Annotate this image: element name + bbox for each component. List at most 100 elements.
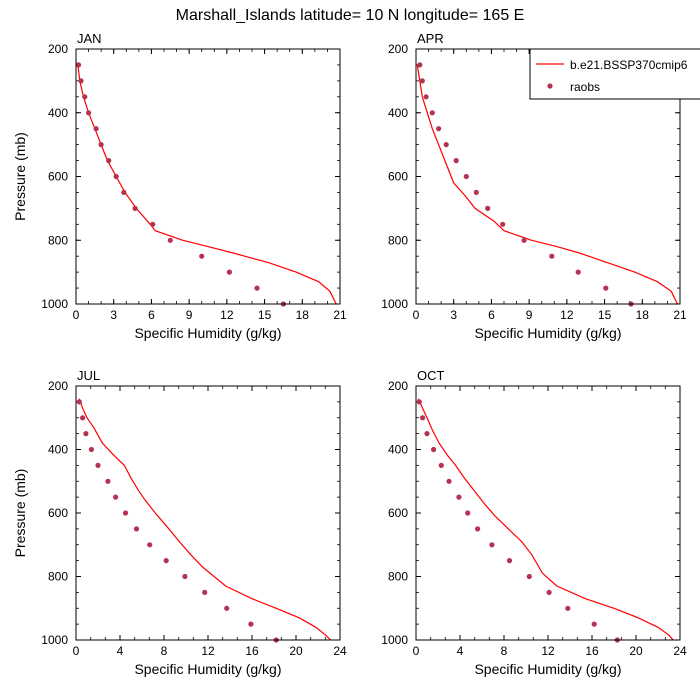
- x-tick-label: 18: [636, 308, 650, 322]
- x-tick-label: 9: [526, 308, 533, 322]
- data-point-raobs: [80, 415, 86, 421]
- data-point-raobs: [226, 269, 232, 275]
- data-point-raobs: [489, 542, 495, 548]
- x-tick-label: 16: [585, 644, 599, 658]
- figure-title: Marshall_Islands latitude= 10 N longitud…: [176, 7, 525, 24]
- data-point-raobs: [167, 237, 173, 243]
- x-tick-label: 9: [186, 308, 193, 322]
- x-tick-label: 4: [457, 644, 464, 658]
- x-tick-label: 24: [333, 644, 347, 658]
- y-tick-label: 600: [388, 506, 408, 520]
- plot-frame: [75, 385, 341, 641]
- data-point-raobs: [88, 446, 94, 453]
- data-point-raobs: [549, 253, 555, 259]
- y-tick-label: 1000: [381, 633, 408, 647]
- y-tick-label: 200: [388, 379, 408, 393]
- data-point-raobs: [98, 142, 104, 148]
- data-point-raobs: [446, 478, 452, 484]
- y-tick-label: 600: [48, 170, 68, 184]
- data-point-raobs: [436, 126, 442, 132]
- data-point-raobs: [202, 589, 208, 596]
- data-point-raobs: [83, 431, 89, 437]
- data-point-raobs: [248, 621, 254, 627]
- x-tick-label: 0: [413, 644, 420, 658]
- panel-label: APR: [417, 31, 444, 46]
- x-tick-label: 6: [488, 308, 495, 322]
- data-point-raobs: [163, 558, 169, 564]
- data-point-raobs: [417, 62, 423, 68]
- data-point-raobs: [420, 415, 426, 421]
- y-tick-label: 200: [48, 42, 68, 56]
- legend-label-raobs: raobs: [570, 80, 600, 94]
- data-point-raobs: [463, 173, 469, 180]
- data-point-raobs: [78, 78, 84, 84]
- x-tick-label: 12: [560, 308, 574, 322]
- data-point-raobs: [105, 478, 111, 484]
- data-point-raobs: [591, 621, 597, 627]
- y-tick-label: 600: [48, 506, 68, 520]
- data-point-raobs: [475, 526, 481, 532]
- x-tick-label: 20: [629, 644, 643, 658]
- data-point-raobs: [76, 399, 82, 405]
- x-tick-label: 21: [333, 308, 347, 322]
- data-point-raobs: [93, 126, 99, 132]
- data-point-raobs: [133, 526, 140, 532]
- data-point-raobs: [485, 205, 491, 211]
- panel-label: JAN: [77, 31, 102, 46]
- x-tick-label: 24: [673, 644, 687, 658]
- data-point-raobs: [443, 142, 449, 148]
- x-tick-label: 8: [161, 644, 168, 658]
- data-point-raobs: [424, 431, 430, 437]
- data-point-raobs: [75, 62, 82, 68]
- data-point-raobs: [431, 446, 437, 453]
- legend: b.e21.BSSP370cmip6 raobs: [529, 48, 700, 100]
- x-tick-label: 6: [148, 308, 155, 322]
- plot-frame: [75, 48, 341, 305]
- data-point-raobs: [416, 399, 422, 405]
- y-tick-label: 800: [388, 570, 408, 584]
- x-tick-label: 16: [245, 644, 259, 658]
- y-tick-label: 400: [388, 443, 408, 457]
- x-tick-label: 21: [673, 308, 687, 322]
- data-point-raobs: [575, 269, 581, 275]
- data-point-raobs: [147, 542, 153, 548]
- data-point-raobs: [113, 173, 119, 180]
- data-point-raobs: [453, 158, 459, 164]
- data-point-raobs: [546, 589, 552, 596]
- data-point-raobs: [121, 189, 127, 195]
- panel-label: JUL: [77, 368, 100, 383]
- legend-marker-swatch: [547, 83, 553, 89]
- data-point-raobs: [521, 237, 527, 243]
- x-tick-label: 3: [450, 308, 457, 322]
- panel-apr: APR 0 3 6 9 12 15 18 21 200 400 600 800 1000 Specific …: [381, 31, 700, 341]
- data-point-raobs: [106, 158, 112, 164]
- y-tick-label: 600: [388, 170, 408, 184]
- y-tick-label: 200: [388, 42, 408, 56]
- data-point-raobs: [438, 462, 444, 468]
- legend-box: [529, 48, 700, 100]
- data-point-raobs: [565, 605, 571, 611]
- data-point-raobs: [86, 110, 92, 116]
- data-point-raobs: [465, 510, 471, 516]
- y-axis-label: Pressure (mb): [12, 132, 28, 221]
- data-point-raobs: [113, 494, 119, 500]
- y-tick-label: 400: [48, 443, 68, 457]
- plot-frame: [415, 385, 681, 641]
- data-point-raobs: [603, 285, 609, 291]
- data-point-raobs: [429, 110, 435, 116]
- data-point-raobs: [456, 494, 462, 500]
- legend-label-model: b.e21.BSSP370cmip6: [570, 58, 688, 72]
- x-tick-label: 0: [413, 308, 420, 322]
- y-tick-label: 400: [48, 106, 68, 120]
- y-tick-label: 200: [48, 379, 68, 393]
- data-point-raobs: [150, 221, 156, 227]
- data-point-raobs: [526, 573, 532, 580]
- y-tick-label: 800: [48, 570, 68, 584]
- x-tick-label: 0: [73, 644, 80, 658]
- y-axis-label: Pressure (mb): [12, 469, 28, 558]
- x-axis-label: Specific Humidity (g/kg): [474, 325, 621, 341]
- y-tick-label: 1000: [41, 633, 68, 647]
- x-tick-label: 12: [201, 644, 215, 658]
- x-tick-label: 20: [289, 644, 303, 658]
